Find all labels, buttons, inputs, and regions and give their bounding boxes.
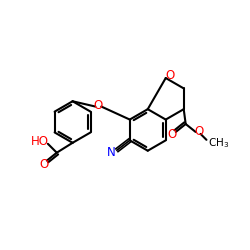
Text: O: O [194,126,203,138]
Text: O: O [165,68,174,82]
Text: CH$_3$: CH$_3$ [208,136,230,150]
Text: O: O [39,158,48,171]
Text: HO: HO [31,135,49,148]
Text: O: O [167,128,176,141]
Text: N: N [106,146,115,159]
Text: O: O [94,99,103,112]
